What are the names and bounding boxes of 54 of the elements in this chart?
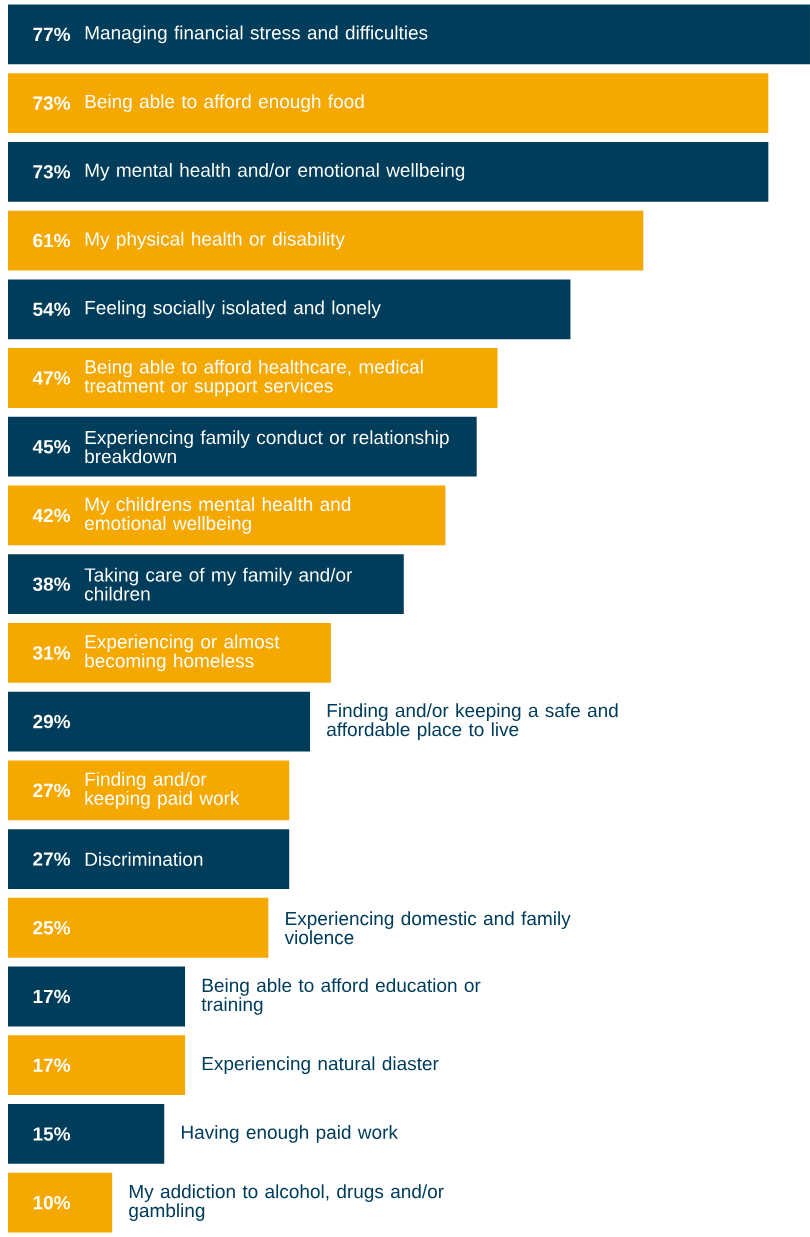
data-label: 17%: [33, 1058, 71, 1072]
bar: [8, 279, 571, 340]
y-tick-label: Being able to afford healthcare, medical treatment or support services: [84, 359, 423, 397]
data-label: 29%: [33, 714, 71, 729]
data-label: 10%: [33, 1195, 71, 1210]
bar: [8, 897, 269, 958]
data-label: 77%: [33, 27, 71, 42]
y-tick-label: Experiencing or almost becoming homeless: [85, 634, 280, 672]
data-label: 27%: [33, 852, 71, 866]
y-tick-label: Managing financial stress and difficulties: [85, 25, 428, 44]
y-tick-label: My mental health and/or emotional wellbeing: [85, 162, 465, 181]
bar: [8, 966, 186, 1027]
y-tick-label: Finding and/or keeping a safe and affordable place to live: [327, 703, 618, 740]
bar: [8, 1172, 113, 1233]
y-tick-label: Discrimination: [85, 852, 203, 867]
bar: [8, 622, 331, 683]
data-label: 73%: [33, 96, 71, 110]
bar: [8, 760, 290, 821]
data-label: 38%: [32, 577, 71, 591]
y-tick-label: Having enough paid work: [181, 1125, 398, 1143]
y-tick-label: Experiencing family conduct or relationship breakdown: [85, 430, 449, 464]
bar: [8, 73, 769, 134]
data-label: 25%: [33, 921, 71, 935]
y-tick-label: Experiencing natural diaster: [202, 1056, 439, 1075]
bar: [8, 691, 311, 752]
y-tick-label: My physical health or disability: [85, 231, 345, 250]
bar: [8, 1104, 165, 1164]
bar: [8, 348, 498, 408]
y-tick-label: Finding and/or keeping paid work: [85, 771, 240, 809]
data-label: 42%: [32, 508, 71, 523]
data-label: 73%: [33, 165, 71, 179]
bar: [8, 4, 810, 65]
data-label: 45%: [32, 440, 71, 454]
y-tick-label: My addiction to alcohol, drugs and/or gambling: [129, 1184, 444, 1221]
bar: [8, 485, 446, 546]
bar: [8, 141, 769, 202]
bar: [8, 416, 477, 477]
data-label: 61%: [33, 233, 71, 248]
y-tick-label: Experiencing domestic and family violence: [284, 911, 571, 945]
bar: [8, 210, 644, 271]
data-label: 54%: [33, 302, 71, 316]
bar: [8, 829, 290, 889]
data-label: 31%: [32, 646, 71, 660]
y-tick-label: Feeling socially isolated and lonely: [85, 300, 381, 319]
data-label: 47%: [32, 371, 71, 385]
data-label: 17%: [33, 989, 71, 1004]
y-tick-label: Being able to afford education or training: [201, 978, 481, 1015]
y-tick-label: Taking care of my family and/or children: [84, 567, 353, 601]
y-tick-label: Being able to afford enough food: [85, 94, 364, 112]
bar: [8, 554, 404, 615]
data-label: 15%: [33, 1127, 71, 1141]
y-tick-label: My childrens mental health and emotional wellbeing: [85, 497, 351, 534]
data-label: 27%: [33, 783, 71, 798]
bar: [8, 1035, 186, 1096]
